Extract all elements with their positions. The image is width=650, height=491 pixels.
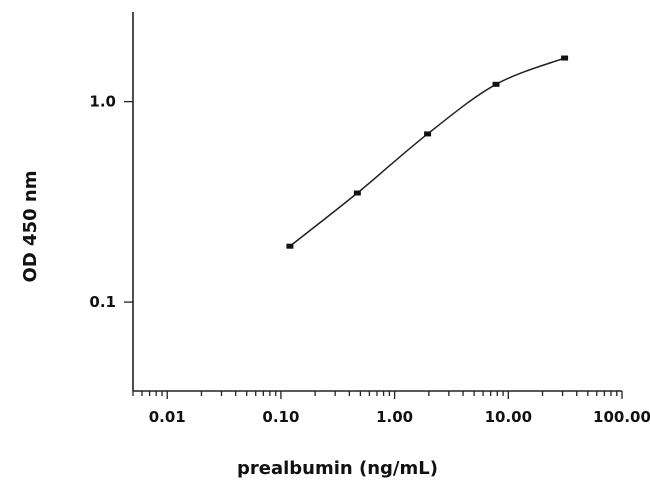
series-group [286, 55, 569, 249]
data-point [492, 81, 500, 87]
x-tick-label: 0.01 [149, 408, 186, 426]
x-tick-label: 10.00 [485, 408, 532, 426]
series-line [289, 57, 565, 247]
data-point [561, 55, 569, 61]
data-point [424, 131, 432, 137]
y-tick-label: 0.1 [89, 293, 116, 311]
axes [132, 12, 622, 392]
y-axis-title: OD 450 nm [20, 171, 41, 283]
data-point [286, 243, 294, 249]
y-axis-ticks: 0.1 1.0 [89, 93, 133, 311]
x-tick-label: 100.00 [593, 408, 650, 426]
x-axis-title: prealbumin (ng/mL) [237, 458, 438, 479]
x-tick-label: 1.00 [376, 408, 413, 426]
x-axis-ticks: 0.01 0.10 1.00 10.00 100.00 [132, 391, 650, 426]
y-tick-label: 1.0 [89, 93, 116, 111]
x-tick-label: 0.10 [262, 408, 299, 426]
data-point [353, 190, 361, 196]
